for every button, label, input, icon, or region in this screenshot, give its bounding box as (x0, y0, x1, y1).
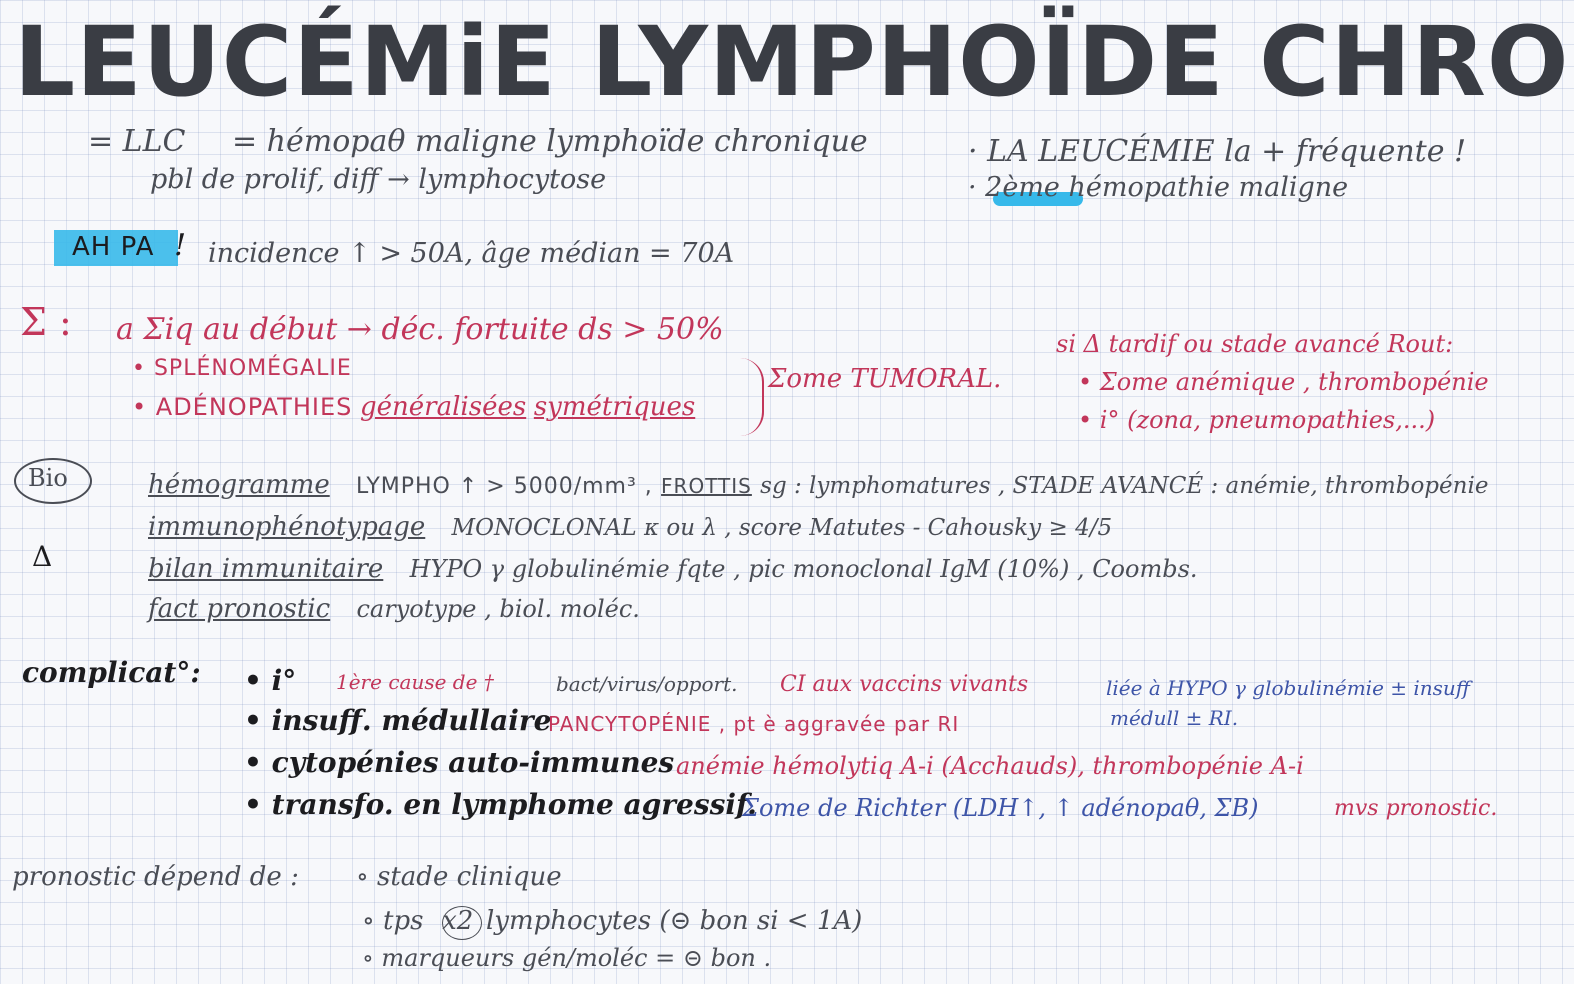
compl-infection-cause-2: médull ± RI. (1110, 706, 1239, 730)
diagnosis-delta: Δ (32, 540, 53, 573)
circle-mark (442, 906, 482, 940)
bio-row-immunophenotype: immunophénotypage MONOCLONAL κ ou λ , sc… (148, 512, 1113, 542)
frequency-note: · LA LEUCÉMIE la + fréquente ! (968, 134, 1467, 169)
prognosis-stage: ∘ stade clinique (356, 862, 562, 892)
clinic-intro: a Σiq au début → déc. fortuite ds > 50% (116, 312, 724, 347)
bio-label: Bio (28, 464, 68, 492)
epidemio-label: AH PA (72, 232, 155, 262)
highlight-marker (993, 192, 1083, 206)
clinic-tumoral: Σome TUMORAL. (768, 364, 1002, 394)
compl-marrow: • insuff. médullaire (244, 704, 552, 737)
compl-infection-cause-1: liée à HYPO γ globulinémie ± insuff (1106, 676, 1470, 700)
compl-cytopenias: • cytopénies auto-immunes (244, 746, 675, 779)
rank-note: · 2ème hémopathie maligne (968, 172, 1349, 203)
bio-row-immunity: bilan immunitaire HYPO γ globulinémie fq… (148, 554, 1198, 584)
compl-pancytopenia: PANCYTOPÉNIE , pt è aggravée par RI (548, 712, 960, 736)
compl-transformation: • transfo. en lymphome agressif. (244, 788, 757, 821)
complications-label: complicat°: (22, 656, 201, 689)
epidemio-mark: ! (174, 228, 187, 263)
compl-vaccines: CI aux vaccins vivants (780, 672, 1029, 697)
bio-row-prognostic: fact pronostic caryotype , biol. moléc. (148, 594, 640, 624)
prognosis-markers: ∘ marqueurs gén/moléc = ⊝ bon . (362, 944, 772, 972)
compl-infection: • i° (244, 664, 297, 697)
clinic-sigma: Σ : (20, 300, 72, 344)
llc-mechanism: pbl de prolif, diff → lymphocytose (150, 164, 607, 195)
page-title: LEUCÉMiE LYMPHOÏDE CHRONiQ (14, 6, 1574, 118)
late-anemia: • Σome anémique , thrombopénie (1078, 368, 1489, 396)
compl-autoimmune: anémie hémolytiq A-i (Acchauds), thrombo… (676, 752, 1304, 780)
brace-divider (740, 358, 764, 436)
late-title: si Δ tardif ou stade avancé Rout: (1056, 330, 1454, 358)
clinic-splenomegaly: • SPLÉNOMÉGALIE (132, 356, 352, 381)
prognosis-label: pronostic dépend de : (12, 862, 299, 892)
compl-prognosis: mvs pronostic. (1334, 796, 1498, 821)
prognosis-doubling: ∘ tps x2 lymphocytes (⊝ bon si < 1A) (362, 906, 863, 936)
clinic-adenopathies: • ADÉNOPATHIES généralisées symétriques (132, 392, 696, 422)
llc-abbrev: = LLC (88, 124, 186, 159)
compl-richter: Σome de Richter (LDH↑, ↑ adénopaθ, ΣB) (742, 794, 1259, 822)
bio-badge (14, 458, 92, 504)
compl-infection-cause: 1ère cause de † (336, 670, 494, 694)
llc-definition: = hémopaθ maligne lymphoïde chronique (232, 124, 868, 159)
compl-infection-germs: bact/virus/opport. (556, 672, 738, 696)
late-infection: • i° (zona, pneumopathies,...) (1078, 406, 1436, 434)
epidemio-text: incidence ↑ > 50A, âge médian = 70A (208, 238, 735, 269)
highlight-marker (54, 230, 178, 266)
bio-row-hemogram: hémogramme LYMPHO ↑ > 5000/mm³ , FROTTIS… (148, 470, 1489, 500)
